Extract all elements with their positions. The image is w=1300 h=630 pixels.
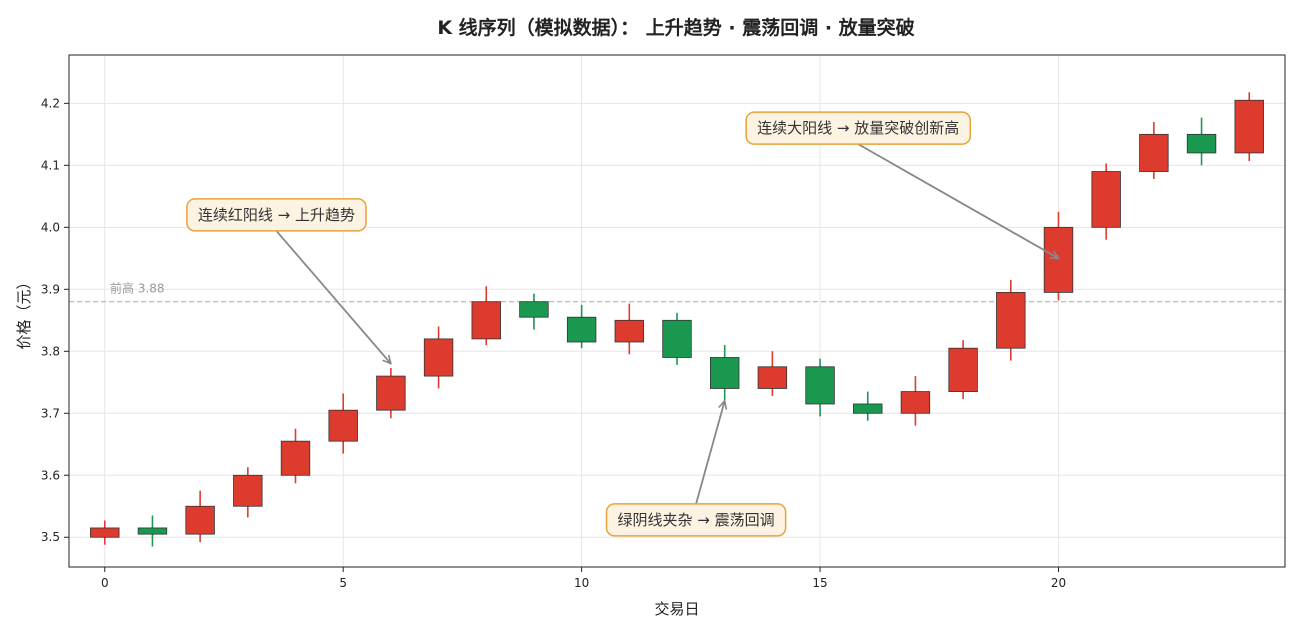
candles-group [90, 92, 1264, 547]
y-axis-label: 价格（元） [15, 274, 33, 349]
candle-body [853, 403, 883, 414]
candle-body [1139, 133, 1169, 172]
x-tick-label: 20 [1051, 576, 1066, 590]
candle-body [662, 319, 692, 358]
candle-down [519, 293, 549, 330]
candle-body [614, 319, 645, 343]
candle-up [328, 393, 358, 454]
candle-body [1043, 226, 1074, 293]
chart-title: K 线序列（模拟数据）： 上升趋势 · 震荡回调 · 放量突破 [437, 16, 914, 39]
annotation-text: 连续大阳线 → 放量突破创新高 [757, 119, 959, 137]
candle-up [280, 428, 311, 484]
candle-down [662, 312, 692, 365]
candle-up [1091, 163, 1121, 240]
candle-down [566, 304, 597, 349]
candle-down [853, 391, 883, 421]
y-tick-label: 3.8 [41, 344, 60, 358]
plot-frame [68, 54, 1286, 568]
candle-body [376, 375, 406, 411]
reference-line-label: 前高 3.88 [110, 281, 165, 296]
candle-body [519, 301, 549, 318]
candle-up [1139, 121, 1169, 179]
candle-body [137, 527, 168, 535]
candle-body [1234, 99, 1264, 154]
candle-up [233, 467, 263, 518]
candle-up [757, 351, 788, 396]
candle-up [614, 303, 645, 355]
candle-up [423, 326, 454, 389]
candle-down [137, 515, 168, 547]
annotation-box [745, 111, 972, 145]
candle-body [900, 391, 931, 414]
candle-up [1234, 92, 1264, 161]
candle-down [805, 358, 835, 417]
annotation-2: 绿阴线夹杂 → 震荡回调 [605, 401, 787, 537]
candle-body [709, 357, 740, 389]
x-tick-label: 10 [574, 576, 589, 590]
y-tick-label: 3.6 [41, 468, 60, 482]
candle-body [1186, 133, 1217, 154]
candle-body [185, 505, 215, 535]
candle-body [757, 366, 788, 389]
annotation-3: 连续大阳线 → 放量突破创新高 [745, 111, 1058, 258]
annotation-1: 连续红阳线 → 上升趋势 [186, 198, 391, 364]
y-tick-label: 4.2 [41, 96, 60, 110]
y-tick-label: 4.0 [41, 220, 60, 234]
candle-up [90, 520, 120, 545]
annotation-box [186, 198, 367, 232]
x-tick-label: 5 [339, 576, 347, 590]
annotation-box [605, 503, 787, 537]
annotation-text: 连续红阳线 → 上升趋势 [198, 206, 355, 224]
candle-up [185, 490, 215, 543]
annotation-text: 绿阴线夹杂 → 震荡回调 [618, 511, 775, 529]
x-tick-label: 15 [812, 576, 827, 590]
candle-down [709, 345, 740, 401]
candle-body [996, 292, 1026, 349]
x-axis-ticks: 0 5 10 15 20 [101, 567, 1066, 590]
annotation-arrow [857, 143, 1058, 258]
candle-up [996, 280, 1026, 361]
y-tick-label: 3.7 [41, 406, 60, 420]
candle-body [948, 347, 978, 392]
candle-body [233, 474, 263, 507]
y-tick-label: 4.1 [41, 158, 60, 172]
candle-up [376, 368, 406, 419]
x-tick-label: 0 [101, 576, 109, 590]
y-tick-label: 3.9 [41, 282, 60, 296]
y-axis-ticks: 3.5 3.6 3.7 3.8 3.9 4.0 4.1 4.2 [41, 96, 69, 544]
candle-body [328, 409, 358, 442]
candle-up [1043, 211, 1074, 301]
candle-up [948, 340, 978, 400]
candle-body [90, 527, 120, 538]
candle-up [471, 286, 501, 346]
candle-down [1186, 117, 1217, 166]
annotation-arrow [275, 230, 390, 364]
annotation-arrow [695, 401, 725, 505]
candle-body [805, 366, 835, 405]
candle-body [471, 301, 501, 340]
y-tick-label: 3.5 [41, 530, 60, 544]
candle-body [423, 338, 454, 377]
candle-body [1091, 171, 1121, 228]
x-axis-label: 交易日 [654, 600, 699, 618]
candle-body [566, 316, 597, 343]
candle-body [280, 440, 311, 476]
candle-up [900, 376, 931, 426]
